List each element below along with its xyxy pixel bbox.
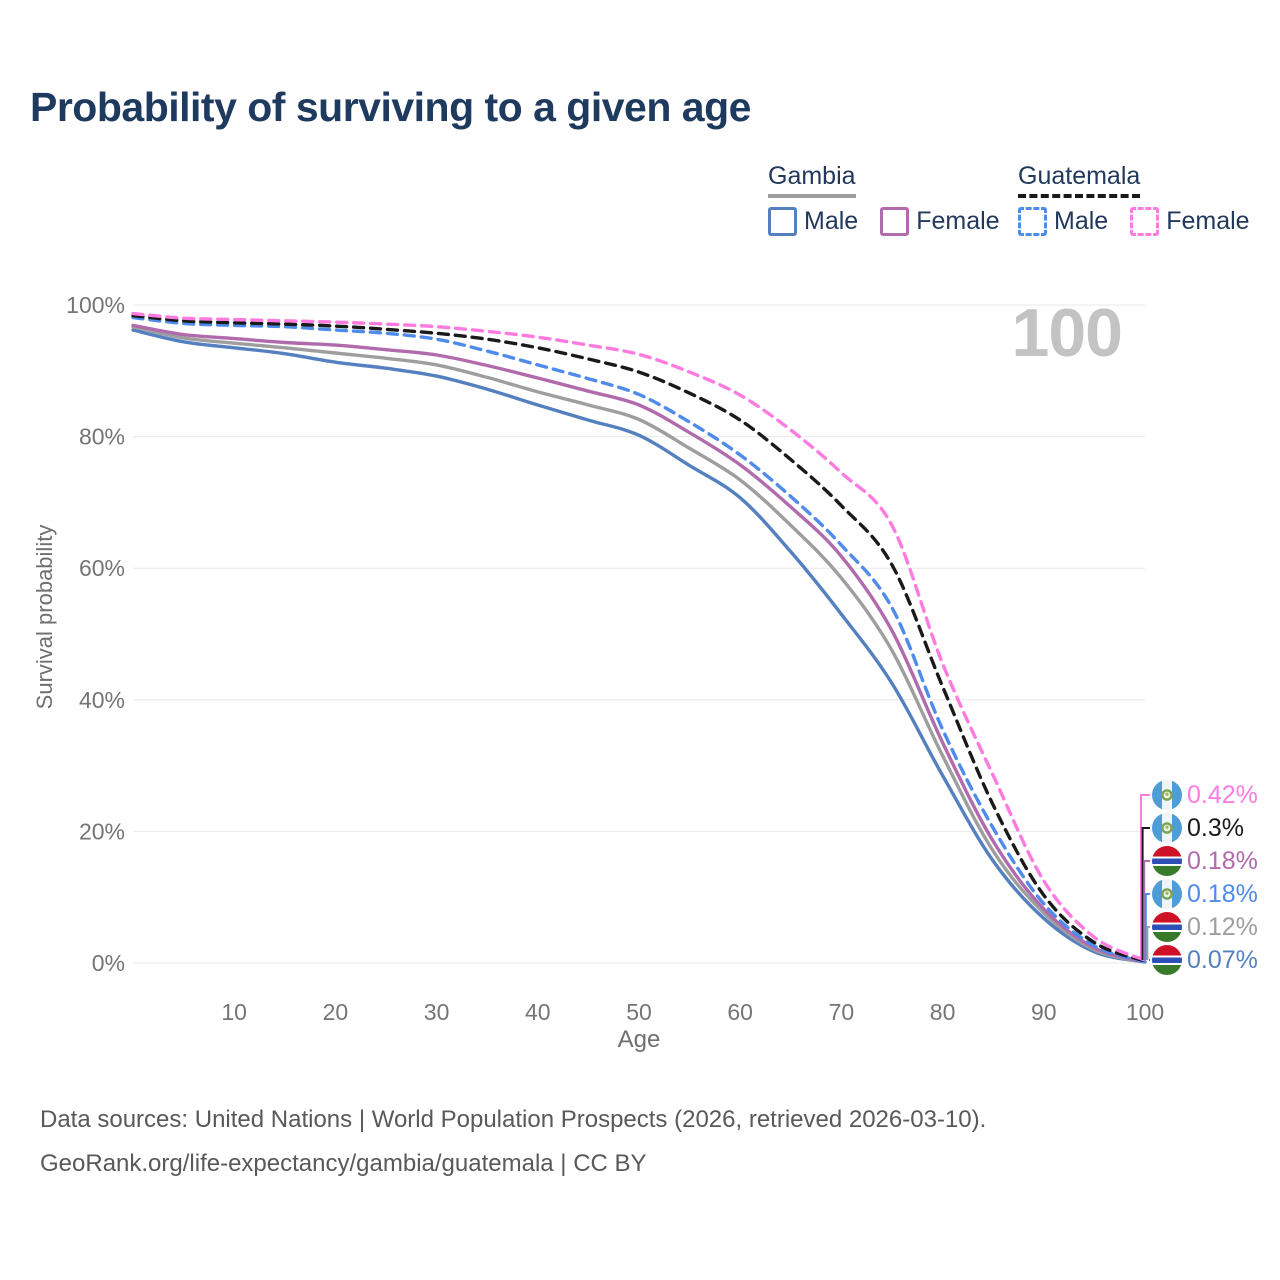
legend-items-guatemala: Male Female <box>1018 207 1250 236</box>
end-label-guatemala-total: 0.3% <box>1152 813 1244 843</box>
page-title: Probability of surviving to a given age <box>30 84 751 130</box>
guatemala-flag-icon <box>1152 780 1182 810</box>
legend-items-gambia: Male Female <box>768 207 1000 236</box>
x-tick-label-30: 30 <box>424 999 450 1025</box>
legend-label-guatemala-female: Female <box>1166 207 1250 235</box>
highlighted-age-watermark: 100 <box>1011 295 1123 371</box>
legend-checkbox-gambia-female[interactable] <box>880 207 910 236</box>
end-label-value: 0.3% <box>1187 813 1244 842</box>
end-label-gambia-total: 0.12% <box>1152 912 1258 942</box>
footer-data-sources: Data sources: United Nations | World Pop… <box>40 1106 987 1133</box>
end-label-value: 0.07% <box>1187 945 1258 974</box>
y-tick-label-0: 0% <box>92 950 125 976</box>
leader-line-gambia-total <box>1146 926 1150 960</box>
y-tick-label-20: 20% <box>79 818 125 844</box>
x-tick-label-80: 80 <box>930 999 956 1025</box>
y-axis-title: Survival probability <box>32 524 57 710</box>
legend-label-gambia-male: Male <box>804 207 859 235</box>
curve-gambia-female[interactable] <box>131 323 1147 964</box>
legend-item-guatemala-female[interactable]: Female <box>1130 207 1250 236</box>
curve-guatemala-total[interactable] <box>131 313 1147 963</box>
legend-label-guatemala-male: Male <box>1054 207 1109 235</box>
x-tick-label-60: 60 <box>727 999 753 1025</box>
guatemala-flag-icon <box>1152 879 1182 909</box>
legend-group-guatemala: Guatemala Male Female <box>1018 162 1250 236</box>
curve-guatemala-female[interactable] <box>131 311 1147 962</box>
end-label-guatemala-male: 0.18% <box>1152 879 1258 909</box>
legend-checkbox-guatemala-female[interactable] <box>1130 207 1160 236</box>
y-tick-label-100: 100% <box>66 292 125 318</box>
legend-item-gambia-female[interactable]: Female <box>880 207 1000 236</box>
leader-line-gambia-female <box>1143 860 1150 960</box>
x-axis-title: Age <box>617 1026 661 1053</box>
x-tick-label-20: 20 <box>323 999 349 1025</box>
legend-group-title-gambia: Gambia <box>768 162 856 198</box>
end-label-value: 0.42% <box>1187 780 1258 809</box>
legend-group-title-guatemala: Guatemala <box>1018 162 1141 198</box>
leader-line-guatemala-total <box>1141 827 1150 960</box>
y-tick-label-40: 40% <box>79 687 125 713</box>
legend-item-guatemala-male[interactable]: Male <box>1018 207 1108 236</box>
guatemala-flag-icon <box>1152 813 1182 843</box>
end-label-gambia-female: 0.18% <box>1152 846 1258 876</box>
curve-guatemala-male[interactable] <box>131 315 1147 964</box>
x-tick-label-100: 100 <box>1126 999 1164 1025</box>
end-label-value: 0.12% <box>1187 912 1258 941</box>
x-tick-label-70: 70 <box>829 999 855 1025</box>
legend-checkbox-guatemala-male[interactable] <box>1018 207 1047 236</box>
end-label-gambia-male: 0.07% <box>1152 945 1258 975</box>
end-label-value: 0.18% <box>1187 846 1258 875</box>
footer-attribution: GeoRank.org/life-expectancy/gambia/guate… <box>40 1150 647 1177</box>
leader-line-guatemala-male <box>1144 893 1150 960</box>
end-label-guatemala-female: 0.42% <box>1152 780 1258 810</box>
x-tick-label-40: 40 <box>525 999 551 1025</box>
curve-gambia-male[interactable] <box>131 328 1147 964</box>
gambia-flag-icon <box>1152 912 1182 942</box>
y-tick-label-80: 80% <box>79 424 125 450</box>
gambia-flag-icon <box>1152 945 1182 975</box>
legend-label-gambia-female: Female <box>916 207 1000 235</box>
y-tick-label-60: 60% <box>79 555 125 581</box>
x-tick-label-90: 90 <box>1031 999 1057 1025</box>
footer: Data sources: United Nations | World Pop… <box>40 1106 986 1194</box>
legend-item-gambia-male[interactable]: Male <box>768 207 858 236</box>
end-label-value: 0.18% <box>1187 879 1258 908</box>
gambia-flag-icon <box>1152 846 1182 876</box>
x-tick-label-10: 10 <box>221 999 247 1025</box>
legend-group-gambia: Gambia Male Female <box>768 162 1000 236</box>
x-tick-label-50: 50 <box>626 999 652 1025</box>
legend-checkbox-gambia-male[interactable] <box>768 207 797 236</box>
leader-line-guatemala-female <box>1140 794 1150 960</box>
curve-gambia-total[interactable] <box>131 325 1147 964</box>
